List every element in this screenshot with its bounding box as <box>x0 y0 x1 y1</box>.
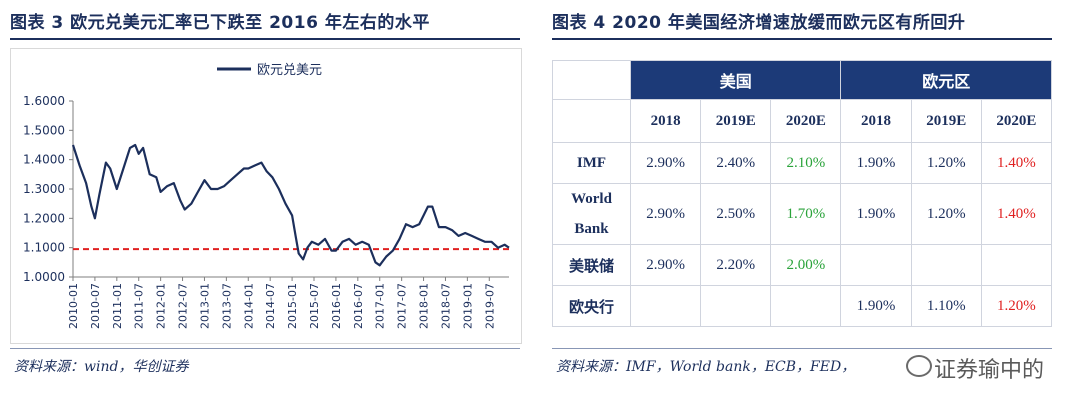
cell: 2.10% <box>770 142 842 184</box>
table-row: IMF 2.90% 2.40% 2.10% 1.90% 1.20% 1.40% <box>552 142 1053 184</box>
x-tick-label: 2015-01 <box>286 283 299 329</box>
cell: 2.40% <box>700 142 772 184</box>
figure-4-source: 资料来源：IMF，World bank，ECB，FED， <box>556 359 856 375</box>
table-row: World Bank 2.90% 2.50% 1.70% 1.90% 1.20%… <box>552 183 1053 245</box>
y-tick-label: 1.3000 <box>23 182 65 196</box>
x-tick-label: 2010-07 <box>89 283 102 329</box>
wechat-icon <box>906 355 932 377</box>
cell: 2.90% <box>629 142 702 184</box>
growth-table: 美国 欧元区 2018 2019E 2020E 2018 2019E 2020E… <box>552 60 1053 327</box>
x-tick-label: 2011-07 <box>133 283 146 329</box>
x-tick-label: 2017-07 <box>396 283 409 329</box>
year-header: 2020E <box>770 99 842 143</box>
row-label: World Bank <box>552 183 631 245</box>
y-tick-label: 1.5000 <box>23 123 65 137</box>
table-row: 欧央行 1.90% 1.10% 1.20% <box>552 285 1053 327</box>
x-tick-label: 2013-01 <box>198 283 211 329</box>
title-rule <box>552 38 1052 40</box>
x-tick-label: 2012-01 <box>155 283 168 329</box>
cell <box>840 244 912 286</box>
x-tick-label: 2013-07 <box>220 283 233 329</box>
row-label: 欧央行 <box>552 285 631 327</box>
cell: 2.90% <box>629 183 702 245</box>
x-tick-label: 2016-01 <box>330 283 343 329</box>
cell <box>980 244 1053 286</box>
x-tick-label: 2018-07 <box>439 283 452 329</box>
cell <box>910 244 982 286</box>
x-tick-label: 2019-07 <box>483 283 496 329</box>
bottom-rule <box>10 348 520 349</box>
cell: 1.10% <box>910 285 982 327</box>
y-tick-label: 1.2000 <box>23 211 65 225</box>
cell: 1.20% <box>910 183 982 245</box>
figure-3-title: 图表 3 欧元兑美元汇率已下跌至 2016 年左右的水平 <box>10 13 430 33</box>
x-tick-label: 2011-01 <box>111 283 124 329</box>
bottom-rule <box>552 348 1052 349</box>
x-tick-label: 2014-07 <box>264 283 277 329</box>
cell: 1.20% <box>980 285 1053 327</box>
cell: 1.20% <box>910 142 982 184</box>
legend-label: 欧元兑美元 <box>257 63 322 78</box>
y-tick-label: 1.6000 <box>23 94 65 108</box>
y-tick-label: 1.4000 <box>23 153 65 167</box>
table-corner-2 <box>552 99 631 143</box>
series-line <box>71 143 510 267</box>
cell <box>629 285 702 327</box>
watermark: 证券瑜中的 <box>934 358 1045 383</box>
cell: 1.90% <box>840 183 912 245</box>
cell: 1.90% <box>840 285 912 327</box>
row-label: IMF <box>552 142 631 184</box>
title-rule <box>10 38 520 40</box>
cell: 2.90% <box>629 244 702 286</box>
y-tick-label: 1.0000 <box>23 270 65 284</box>
cell: 1.90% <box>840 142 912 184</box>
group-header-us: 美国 <box>629 60 842 100</box>
x-tick-label: 2016-07 <box>352 283 365 329</box>
table-row: 美联储 2.90% 2.20% 2.00% <box>552 244 1053 286</box>
x-tick-label: 2010-01 <box>67 283 80 329</box>
cell: 2.50% <box>700 183 772 245</box>
x-tick-label: 2017-01 <box>374 283 387 329</box>
year-header: 2020E <box>980 99 1053 143</box>
y-tick-label: 1.1000 <box>23 241 65 255</box>
row-label: 美联储 <box>552 244 631 286</box>
year-header: 2019E <box>910 99 982 143</box>
year-header: 2019E <box>700 99 772 143</box>
x-tick-label: 2015-07 <box>308 283 321 329</box>
x-tick-label: 2012-07 <box>177 283 190 329</box>
cell <box>700 285 772 327</box>
cell: 2.00% <box>770 244 842 286</box>
group-header-eurozone: 欧元区 <box>840 60 1052 100</box>
cell <box>770 285 842 327</box>
exchange-rate-chart: 1.6000 1.5000 1.4000 1.3000 1.2000 1.1000 1.00… <box>23 63 510 329</box>
cell: 2.20% <box>700 244 772 286</box>
cell: 1.70% <box>770 183 842 245</box>
table-corner <box>552 60 631 100</box>
year-header: 2018 <box>629 99 702 143</box>
chart-container: 1.6000 1.5000 1.4000 1.3000 1.2000 1.1000 1.00… <box>10 48 522 344</box>
x-tick-label: 2014-01 <box>242 283 255 329</box>
figure-3-source: 资料来源：wind，华创证券 <box>14 359 189 375</box>
figure-4-title: 图表 4 2020 年美国经济增速放缓而欧元区有所回升 <box>552 13 966 33</box>
x-tick-label: 2019-01 <box>461 283 474 329</box>
cell: 1.40% <box>980 183 1053 245</box>
cell: 1.40% <box>980 142 1053 184</box>
year-header: 2018 <box>840 99 912 143</box>
x-tick-label: 2018-01 <box>418 283 431 329</box>
